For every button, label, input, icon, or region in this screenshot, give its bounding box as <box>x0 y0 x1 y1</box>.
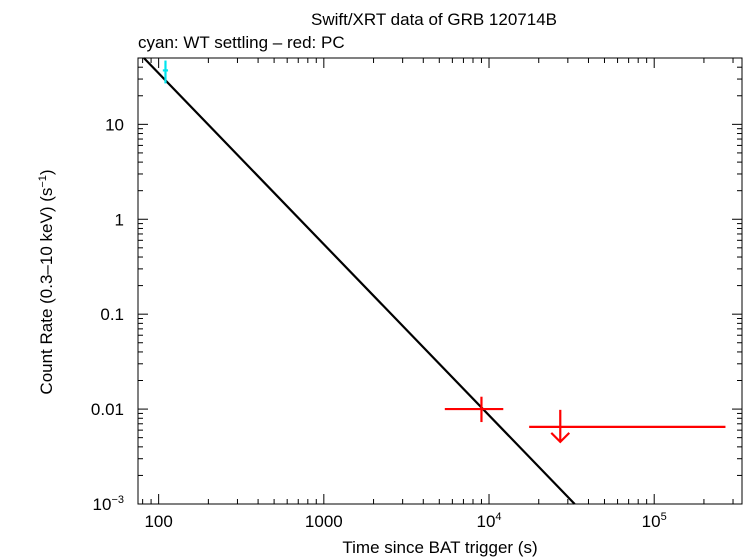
x-axis-ticks <box>142 58 734 504</box>
series-pc <box>444 396 726 444</box>
x-tick-label: 100 <box>144 512 172 531</box>
y-tick-label: 0.01 <box>91 400 124 419</box>
x-axis-label: Time since BAT trigger (s) <box>342 538 537 557</box>
y-tick-label: 0.1 <box>100 305 124 324</box>
model-fit-line <box>143 57 576 505</box>
upper-limit-arrow-head <box>550 432 571 444</box>
x-tick-label: 104 <box>476 511 501 531</box>
y-axis-label: Count Rate (0.3–10 keV) (s−1) <box>37 169 56 394</box>
y-axis-tick-labels: 10 1 0.1 0.01 10−3 <box>91 115 124 514</box>
y-tick-label: 1 <box>115 210 124 229</box>
x-tick-label: 105 <box>642 511 667 531</box>
x-tick-label: 1000 <box>305 512 343 531</box>
y-tick-label: 10−3 <box>93 494 124 514</box>
chart-title: Swift/XRT data of GRB 120714B <box>311 10 557 29</box>
y-tick-label: 10 <box>105 115 124 134</box>
chart-subtitle: cyan: WT settling – red: PC <box>138 33 345 52</box>
plot-frame <box>137 57 743 505</box>
y-axis-ticks <box>138 57 742 505</box>
series-wt-settling <box>162 60 169 84</box>
x-axis-tick-labels: 100 1000 104 105 <box>144 511 666 531</box>
